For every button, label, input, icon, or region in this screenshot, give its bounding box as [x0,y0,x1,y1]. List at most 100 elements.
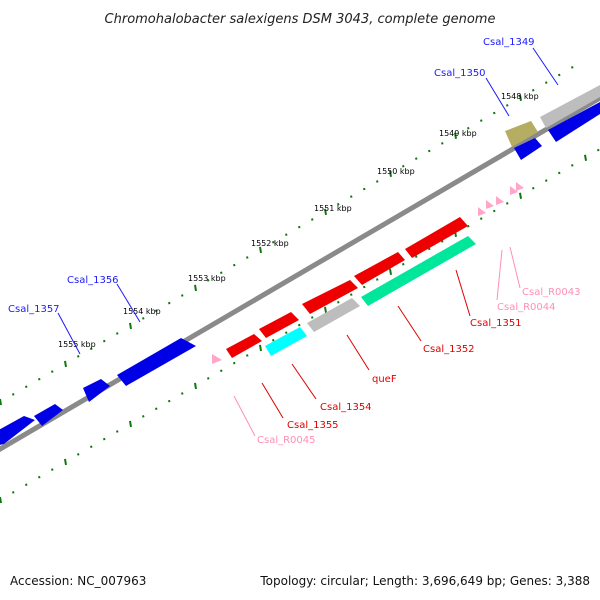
gene-csal-1351[interactable] [405,217,468,258]
gene-quef[interactable] [302,280,358,314]
minor-tick [285,331,288,334]
minor-tick [337,203,340,206]
minor-tick [51,370,54,373]
minor-tick [571,66,574,69]
minor-tick [571,164,574,167]
minor-tick [103,437,106,441]
minor-tick [506,104,509,107]
minor-tick [181,392,184,395]
leader-csal-1356 [116,283,141,323]
minor-tick [272,339,275,342]
minor-tick [246,354,249,357]
gene-green[interactable] [361,236,476,306]
major-tick [584,154,587,161]
rna-csal-r0043-a[interactable] [496,196,504,205]
label-csal-1352[interactable]: Csal_1352 [423,344,475,355]
gene-csal-1350-block[interactable] [548,102,600,142]
gene-csal-1356[interactable] [117,338,196,386]
gene-csal-1350[interactable] [514,138,542,160]
minor-tick [207,377,210,380]
minor-tick [493,111,496,115]
label-csal-1349[interactable]: Csal_1349 [483,37,535,48]
minor-tick [428,247,431,251]
major-tick [519,192,522,199]
scale-labels: 1548 kbp 1549 kbp 1550 kbp 1551 kbp 1552… [58,92,539,349]
gene-csal-1354[interactable] [259,312,299,338]
minor-tick [441,142,444,145]
gene-grey[interactable] [307,298,360,332]
minor-tick [493,209,496,213]
gene-cyan[interactable] [265,327,307,356]
minor-tick [51,468,54,471]
kbp-label: 1549 kbp [439,129,477,138]
minor-tick [285,233,288,236]
minor-tick [38,377,41,381]
gene-csal-1356-small[interactable] [34,404,63,426]
gene-csal-1357[interactable] [0,416,35,446]
minor-tick [220,271,223,274]
tick-marks [0,66,600,504]
gene-csal-1355[interactable] [226,334,262,358]
leader-csal-1354 [291,363,317,400]
minor-tick [376,278,379,281]
major-tick [129,322,132,330]
label-csal-r0044[interactable]: Csal_R0044 [497,302,556,313]
kbp-label: 1555 kbp [58,340,96,349]
label-csal-1350[interactable]: Csal_1350 [434,68,486,79]
minor-tick [168,399,171,403]
minor-tick [246,256,249,259]
major-tick [324,208,327,216]
minor-tick [402,263,405,266]
minor-tick [350,195,353,198]
label-quef[interactable]: queF [372,374,397,385]
gene-csal-1352[interactable] [354,252,405,285]
minor-tick [233,263,236,267]
rna-csal-r0044-b[interactable] [486,200,494,209]
leader-csal-1349 [532,47,559,86]
minor-tick [597,148,600,152]
minor-tick [480,217,483,220]
leader-csal-1355 [261,382,284,419]
rna-csal-r0043-b[interactable] [510,186,518,195]
leader-csal-1351 [455,269,471,317]
rna-csal-r0045[interactable] [212,354,222,364]
minor-tick [350,293,353,296]
label-csal-1357[interactable]: Csal_1357 [8,304,60,315]
minor-tick [480,119,483,122]
rna-csal-r0044-a[interactable] [478,207,486,216]
minor-tick [272,241,275,244]
minor-tick [376,180,379,183]
minor-tick [12,491,15,494]
gene-csal-1349[interactable] [540,85,600,128]
minor-tick [311,316,314,319]
gene-olive[interactable] [505,121,538,147]
leader-csal-r0043 [509,246,521,289]
kbp-label: 1554 kbp [123,307,161,316]
rna-csal-r0043-c[interactable] [516,182,524,191]
major-tick [324,306,327,314]
leader-csal-r0044 [496,249,503,301]
minor-tick [532,88,535,92]
minor-tick [181,294,184,297]
forward-strand [0,85,600,446]
minor-tick [298,225,301,229]
minor-tick [103,339,106,343]
minor-tick [233,361,236,365]
kbp-label: 1553 kbp [188,274,226,283]
minor-tick [337,301,340,304]
major-tick [0,398,2,406]
major-tick [194,382,197,390]
label-csal-r0045[interactable]: Csal_R0045 [257,435,316,446]
minor-tick [545,179,548,182]
minor-tick [25,483,28,487]
minor-tick [402,165,405,168]
major-tick [519,94,522,101]
label-csal-1356[interactable]: Csal_1356 [67,275,119,286]
gene-csal-1356-mid[interactable] [83,379,110,402]
label-csal-1354[interactable]: Csal_1354 [320,402,372,413]
label-csal-1351[interactable]: Csal_1351 [470,318,522,329]
label-csal-r0043[interactable]: Csal_R0043 [522,287,581,298]
label-csal-1355[interactable]: Csal_1355 [287,420,339,431]
minor-tick [415,157,418,160]
minor-tick [467,126,470,130]
